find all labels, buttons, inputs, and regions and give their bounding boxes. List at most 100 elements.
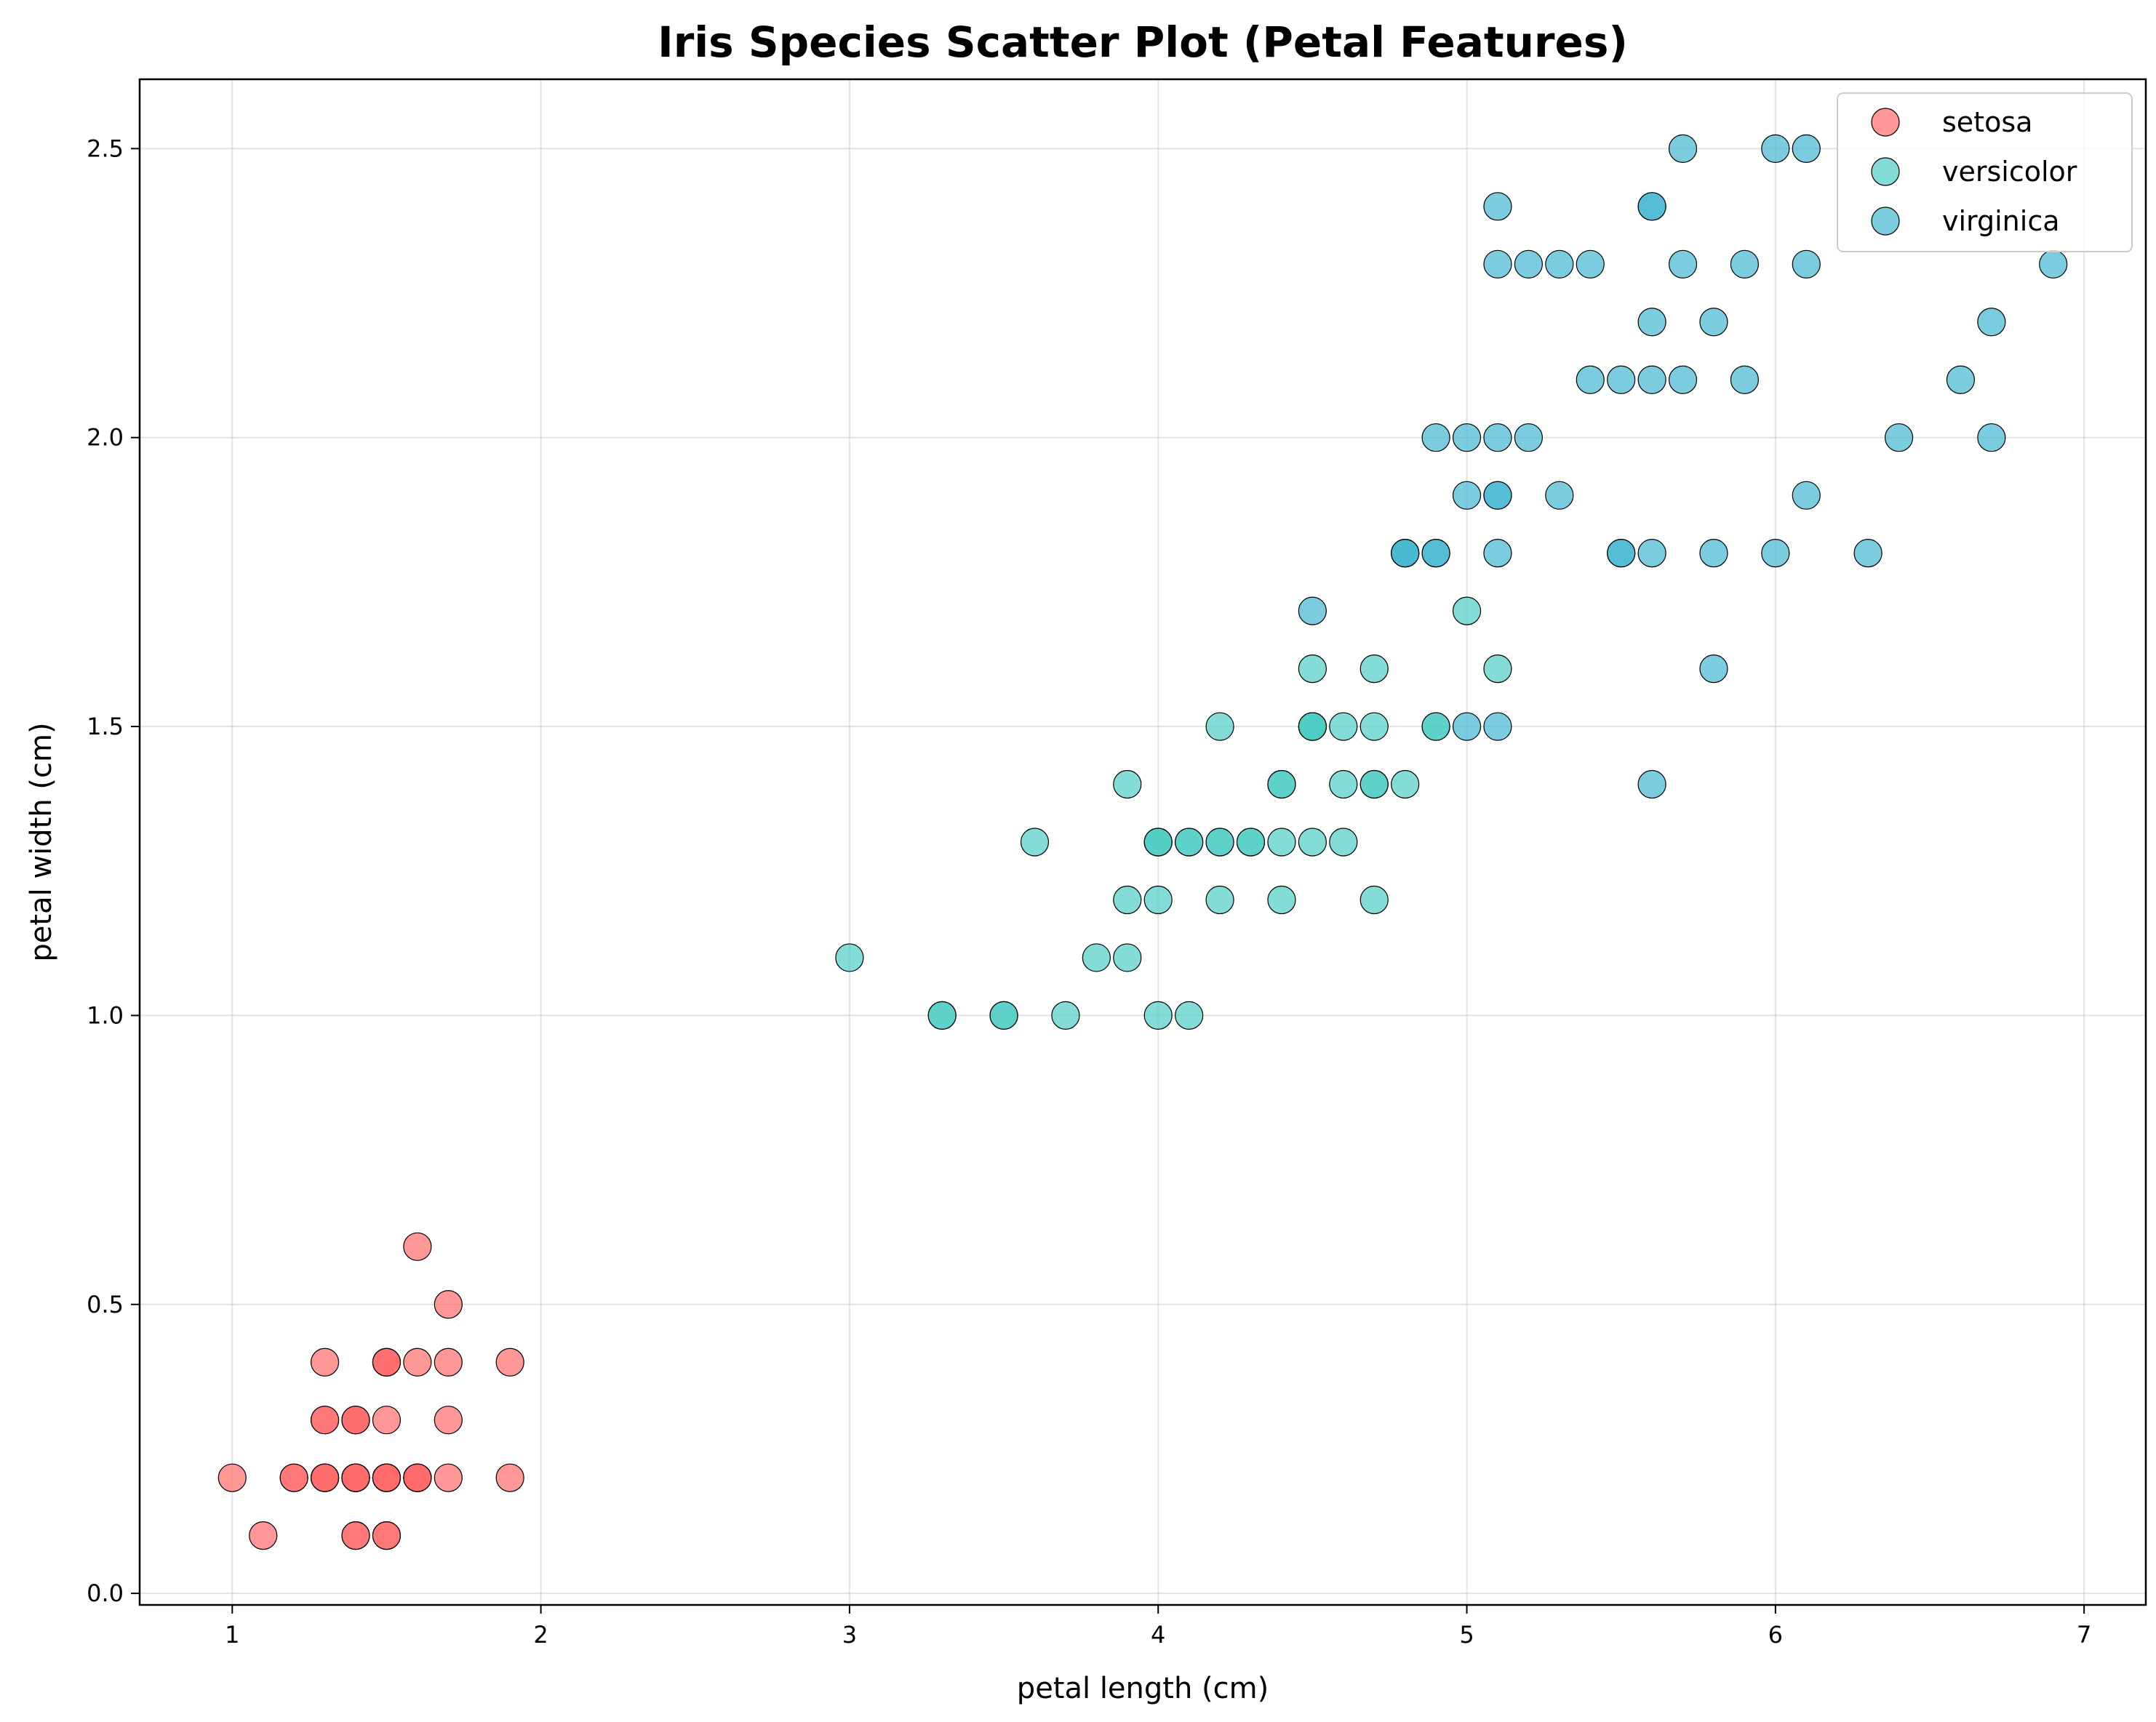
- y-tick-label: 1.0: [87, 1001, 124, 1029]
- data-point-setosa: [217, 1463, 247, 1492]
- y-tick-label: 0.0: [87, 1579, 124, 1607]
- data-point-versicolor: [927, 1001, 957, 1030]
- legend-marker-setosa: [1871, 108, 1900, 137]
- chart-title: Iris Species Scatter Plot (Petal Feature…: [658, 17, 1628, 67]
- data-point-virginica: [1607, 365, 1636, 394]
- data-point-virginica: [1298, 596, 1327, 625]
- data-point-virginica: [2039, 249, 2068, 279]
- x-tick-label: 4: [1151, 1621, 1165, 1649]
- data-point-versicolor: [1329, 828, 1358, 857]
- x-axis-ticks: 1 2 3 4 5 6 7: [225, 1605, 2091, 1649]
- data-point-virginica: [1977, 308, 2006, 337]
- x-tick-label: 7: [2077, 1621, 2091, 1649]
- data-point-setosa: [434, 1347, 463, 1377]
- data-point-virginica: [1391, 539, 1420, 568]
- data-point-virginica: [1946, 365, 1976, 394]
- legend: setosa versicolor virginica: [1837, 92, 2133, 252]
- data-point-virginica: [1637, 539, 1666, 568]
- data-point-setosa: [372, 1463, 402, 1492]
- legend-label-setosa: setosa: [1942, 106, 2032, 138]
- data-point-virginica: [1884, 423, 1914, 452]
- data-point-versicolor: [1113, 885, 1142, 915]
- y-axis-label: petal width (cm): [25, 722, 58, 961]
- data-point-versicolor: [1421, 712, 1450, 741]
- data-point-virginica: [1514, 249, 1543, 279]
- data-point-virginica: [1421, 423, 1450, 452]
- data-point-virginica: [1668, 134, 1698, 163]
- data-point-versicolor: [1051, 1001, 1080, 1030]
- data-point-setosa: [403, 1463, 432, 1492]
- y-tick-label: 0.5: [87, 1291, 124, 1318]
- data-point-versicolor: [1267, 885, 1296, 915]
- data-point-virginica: [1483, 423, 1512, 452]
- legend-entries: setosa versicolor virginica: [1871, 106, 2077, 237]
- legend-label-versicolor: versicolor: [1942, 156, 2077, 188]
- data-point-virginica: [1637, 769, 1666, 799]
- data-point-virginica: [1483, 539, 1512, 568]
- data-point-virginica: [1792, 134, 1821, 163]
- data-point-versicolor: [1329, 712, 1358, 741]
- legend-marker-versicolor: [1871, 157, 1900, 186]
- data-point-virginica: [1545, 481, 1574, 510]
- data-point-virginica: [1699, 654, 1728, 684]
- data-point-virginica: [1452, 712, 1482, 741]
- data-point-setosa: [495, 1463, 524, 1492]
- y-tick-label: 2.5: [87, 135, 124, 162]
- data-point-versicolor: [1267, 769, 1296, 799]
- y-axis-ticks: 0.0 0.5 1.0 1.5 2.0 2.5: [87, 135, 140, 1607]
- data-point-virginica: [1637, 192, 1666, 221]
- data-point-setosa: [434, 1290, 463, 1319]
- data-point-setosa: [341, 1521, 370, 1550]
- data-point-versicolor: [1483, 654, 1512, 684]
- data-point-virginica: [1483, 192, 1512, 221]
- data-point-versicolor: [1113, 769, 1142, 799]
- data-point-versicolor: [1391, 769, 1420, 799]
- data-point-versicolor: [1205, 712, 1234, 741]
- data-point-virginica: [1730, 249, 1759, 279]
- legend-marker-virginica: [1871, 207, 1900, 236]
- data-point-versicolor: [1452, 596, 1482, 625]
- data-point-versicolor: [1113, 943, 1142, 972]
- data-point-versicolor: [1360, 712, 1389, 741]
- data-point-virginica: [1576, 365, 1605, 394]
- data-point-virginica: [1761, 134, 1790, 163]
- data-point-versicolor: [1298, 712, 1327, 741]
- data-point-virginica: [1483, 249, 1512, 279]
- data-point-virginica: [1730, 365, 1759, 394]
- data-point-setosa: [279, 1463, 308, 1492]
- data-point-virginica: [1977, 423, 2006, 452]
- data-point-setosa: [434, 1463, 463, 1492]
- data-point-versicolor: [1298, 654, 1327, 684]
- data-point-virginica: [1699, 308, 1728, 337]
- data-point-setosa: [341, 1463, 370, 1492]
- data-point-setosa: [372, 1347, 402, 1377]
- data-point-virginica: [1792, 249, 1821, 279]
- data-point-versicolor: [1298, 828, 1327, 857]
- data-point-setosa: [403, 1232, 432, 1261]
- data-point-versicolor: [1205, 828, 1234, 857]
- data-point-versicolor: [1175, 1001, 1204, 1030]
- x-tick-label: 3: [842, 1621, 857, 1649]
- y-tick-label: 2.0: [87, 424, 124, 452]
- data-point-versicolor: [1360, 769, 1389, 799]
- data-point-versicolor: [835, 943, 864, 972]
- y-tick-label: 1.5: [87, 713, 124, 740]
- data-point-setosa: [310, 1347, 340, 1377]
- data-point-versicolor: [1205, 885, 1234, 915]
- data-point-versicolor: [1236, 828, 1266, 857]
- series-versicolor: [835, 539, 1512, 1030]
- data-point-virginica: [1853, 539, 1882, 568]
- data-point-virginica: [1576, 249, 1605, 279]
- data-point-versicolor: [1329, 769, 1358, 799]
- data-point-virginica: [1637, 365, 1666, 394]
- data-point-setosa: [372, 1521, 402, 1550]
- data-point-versicolor: [1143, 1001, 1173, 1030]
- data-point-virginica: [1607, 539, 1636, 568]
- legend-box: [1837, 92, 2133, 252]
- data-point-virginica: [1637, 308, 1666, 337]
- data-point-virginica: [1761, 539, 1790, 568]
- data-points: [217, 134, 2068, 1550]
- data-point-virginica: [1452, 423, 1482, 452]
- data-point-virginica: [1792, 481, 1821, 510]
